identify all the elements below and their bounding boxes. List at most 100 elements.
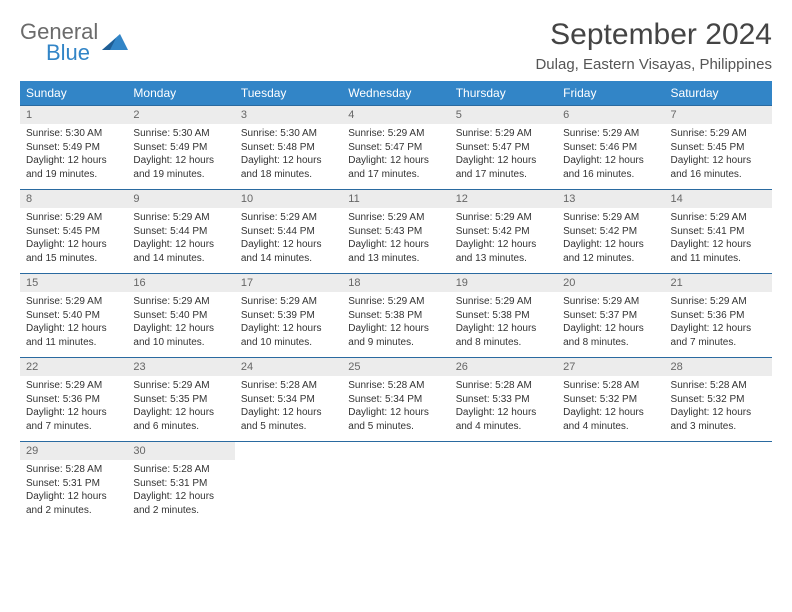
daylight1-text: Daylight: 12 hours bbox=[133, 238, 228, 252]
daylight1-text: Daylight: 12 hours bbox=[348, 406, 443, 420]
sunset-text: Sunset: 5:33 PM bbox=[456, 393, 551, 407]
sunrise-text: Sunrise: 5:29 AM bbox=[563, 211, 658, 225]
daylight1-text: Daylight: 12 hours bbox=[563, 322, 658, 336]
location: Dulag, Eastern Visayas, Philippines bbox=[535, 56, 772, 73]
weekday-header: Friday bbox=[557, 81, 664, 106]
day-details: Sunrise: 5:29 AMSunset: 5:37 PMDaylight:… bbox=[557, 292, 664, 358]
daylight2-text: and 2 minutes. bbox=[26, 504, 121, 518]
logo: General Blue bbox=[20, 22, 128, 64]
header: General Blue September 2024 Dulag, Easte… bbox=[20, 18, 772, 73]
day-number: 21 bbox=[665, 274, 772, 293]
sunset-text: Sunset: 5:49 PM bbox=[133, 141, 228, 155]
daylight1-text: Daylight: 12 hours bbox=[241, 322, 336, 336]
day-number: 24 bbox=[235, 358, 342, 377]
sunrise-text: Sunrise: 5:28 AM bbox=[348, 379, 443, 393]
sunrise-text: Sunrise: 5:28 AM bbox=[133, 463, 228, 477]
sunset-text: Sunset: 5:42 PM bbox=[456, 225, 551, 239]
daylight2-text: and 3 minutes. bbox=[671, 420, 766, 434]
sunrise-text: Sunrise: 5:29 AM bbox=[671, 295, 766, 309]
title-block: September 2024 Dulag, Eastern Visayas, P… bbox=[535, 18, 772, 73]
day-number: 14 bbox=[665, 190, 772, 209]
daylight2-text: and 11 minutes. bbox=[671, 252, 766, 266]
daylight2-text: and 5 minutes. bbox=[348, 420, 443, 434]
day-details: Sunrise: 5:30 AMSunset: 5:48 PMDaylight:… bbox=[235, 124, 342, 190]
day-details bbox=[557, 460, 664, 525]
day-number: 17 bbox=[235, 274, 342, 293]
sunrise-text: Sunrise: 5:28 AM bbox=[671, 379, 766, 393]
daylight1-text: Daylight: 12 hours bbox=[348, 238, 443, 252]
daylight1-text: Daylight: 12 hours bbox=[26, 154, 121, 168]
daylight2-text: and 6 minutes. bbox=[133, 420, 228, 434]
day-details: Sunrise: 5:28 AMSunset: 5:34 PMDaylight:… bbox=[342, 376, 449, 442]
day-details: Sunrise: 5:29 AMSunset: 5:47 PMDaylight:… bbox=[450, 124, 557, 190]
day-details: Sunrise: 5:29 AMSunset: 5:42 PMDaylight:… bbox=[450, 208, 557, 274]
sunrise-text: Sunrise: 5:30 AM bbox=[241, 127, 336, 141]
day-number: 8 bbox=[20, 190, 127, 209]
day-details: Sunrise: 5:28 AMSunset: 5:33 PMDaylight:… bbox=[450, 376, 557, 442]
day-details bbox=[665, 460, 772, 525]
day-number: 2 bbox=[127, 106, 234, 125]
daylight1-text: Daylight: 12 hours bbox=[348, 154, 443, 168]
sunset-text: Sunset: 5:40 PM bbox=[26, 309, 121, 323]
sunset-text: Sunset: 5:44 PM bbox=[133, 225, 228, 239]
sunset-text: Sunset: 5:38 PM bbox=[348, 309, 443, 323]
sunrise-text: Sunrise: 5:28 AM bbox=[241, 379, 336, 393]
daylight1-text: Daylight: 12 hours bbox=[133, 154, 228, 168]
day-details: Sunrise: 5:29 AMSunset: 5:42 PMDaylight:… bbox=[557, 208, 664, 274]
sunrise-text: Sunrise: 5:29 AM bbox=[348, 295, 443, 309]
daylight2-text: and 15 minutes. bbox=[26, 252, 121, 266]
sunset-text: Sunset: 5:34 PM bbox=[241, 393, 336, 407]
sunrise-text: Sunrise: 5:30 AM bbox=[133, 127, 228, 141]
day-details: Sunrise: 5:29 AMSunset: 5:36 PMDaylight:… bbox=[665, 292, 772, 358]
day-number: 3 bbox=[235, 106, 342, 125]
day-number: 9 bbox=[127, 190, 234, 209]
daylight2-text: and 8 minutes. bbox=[456, 336, 551, 350]
day-details: Sunrise: 5:30 AMSunset: 5:49 PMDaylight:… bbox=[127, 124, 234, 190]
logo-triangle-icon bbox=[102, 32, 128, 50]
daylight1-text: Daylight: 12 hours bbox=[26, 238, 121, 252]
daylight2-text: and 14 minutes. bbox=[133, 252, 228, 266]
sunrise-text: Sunrise: 5:29 AM bbox=[133, 211, 228, 225]
day-details bbox=[450, 460, 557, 525]
sunset-text: Sunset: 5:47 PM bbox=[456, 141, 551, 155]
sunrise-text: Sunrise: 5:29 AM bbox=[26, 379, 121, 393]
sunrise-text: Sunrise: 5:29 AM bbox=[26, 295, 121, 309]
daylight1-text: Daylight: 12 hours bbox=[241, 406, 336, 420]
daylight2-text: and 4 minutes. bbox=[563, 420, 658, 434]
day-number: 4 bbox=[342, 106, 449, 125]
day-details bbox=[342, 460, 449, 525]
day-details: Sunrise: 5:29 AMSunset: 5:44 PMDaylight:… bbox=[235, 208, 342, 274]
day-number: 7 bbox=[665, 106, 772, 125]
day-number: 5 bbox=[450, 106, 557, 125]
sunset-text: Sunset: 5:44 PM bbox=[241, 225, 336, 239]
daylight1-text: Daylight: 12 hours bbox=[456, 154, 551, 168]
daylight2-text: and 14 minutes. bbox=[241, 252, 336, 266]
daylight1-text: Daylight: 12 hours bbox=[563, 154, 658, 168]
sunset-text: Sunset: 5:38 PM bbox=[456, 309, 551, 323]
weekday-row: SundayMondayTuesdayWednesdayThursdayFrid… bbox=[20, 81, 772, 106]
day-number bbox=[450, 442, 557, 461]
day-details: Sunrise: 5:29 AMSunset: 5:45 PMDaylight:… bbox=[665, 124, 772, 190]
sunrise-text: Sunrise: 5:29 AM bbox=[563, 127, 658, 141]
sunset-text: Sunset: 5:36 PM bbox=[671, 309, 766, 323]
day-details: Sunrise: 5:29 AMSunset: 5:38 PMDaylight:… bbox=[342, 292, 449, 358]
daylight2-text: and 4 minutes. bbox=[456, 420, 551, 434]
day-number: 30 bbox=[127, 442, 234, 461]
sunset-text: Sunset: 5:43 PM bbox=[348, 225, 443, 239]
day-number: 13 bbox=[557, 190, 664, 209]
daylight1-text: Daylight: 12 hours bbox=[133, 406, 228, 420]
weekday-header: Monday bbox=[127, 81, 234, 106]
daylight1-text: Daylight: 12 hours bbox=[671, 154, 766, 168]
sunrise-text: Sunrise: 5:29 AM bbox=[563, 295, 658, 309]
day-number bbox=[342, 442, 449, 461]
daylight2-text: and 9 minutes. bbox=[348, 336, 443, 350]
day-number: 28 bbox=[665, 358, 772, 377]
sunset-text: Sunset: 5:48 PM bbox=[241, 141, 336, 155]
daylight1-text: Daylight: 12 hours bbox=[26, 406, 121, 420]
sunrise-text: Sunrise: 5:28 AM bbox=[456, 379, 551, 393]
daylight1-text: Daylight: 12 hours bbox=[241, 238, 336, 252]
weekday-header: Saturday bbox=[665, 81, 772, 106]
daylight1-text: Daylight: 12 hours bbox=[563, 238, 658, 252]
sunset-text: Sunset: 5:40 PM bbox=[133, 309, 228, 323]
day-number: 26 bbox=[450, 358, 557, 377]
